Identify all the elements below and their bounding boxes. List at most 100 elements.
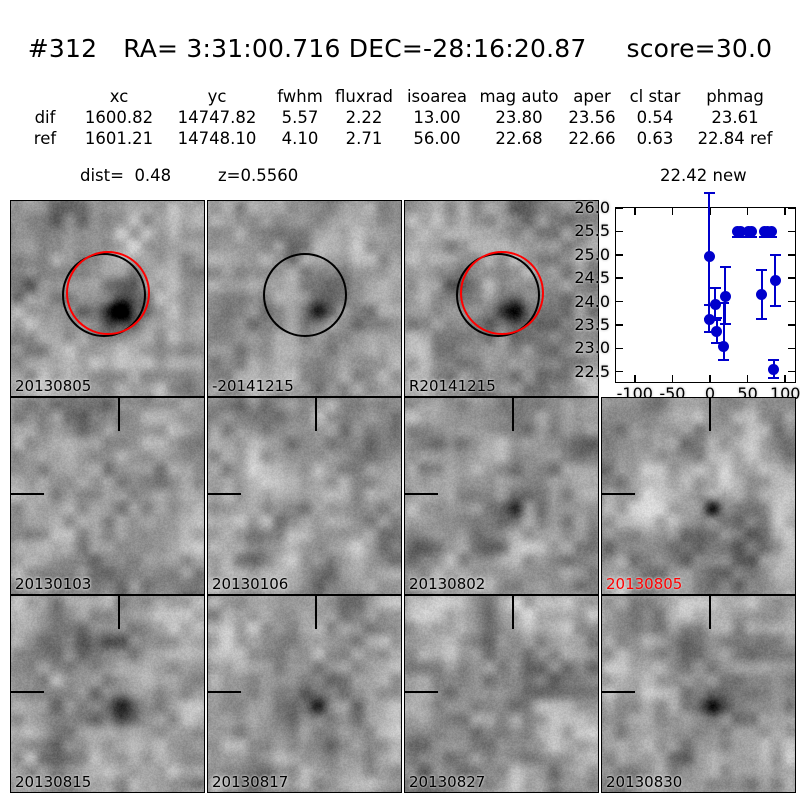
x-axis-tick xyxy=(784,375,786,382)
aperture-circle-red xyxy=(66,251,150,335)
col-fwhm: fwhm xyxy=(277,87,323,106)
y-axis-tick xyxy=(616,254,623,256)
stamp-20130103[interactable]: 20130103 xyxy=(10,397,205,595)
error-bar-cap xyxy=(756,269,768,272)
x-axis-tick-top xyxy=(671,208,674,215)
data-point xyxy=(719,290,731,302)
dif-cl-star: 0.54 xyxy=(636,108,674,127)
y-axis-tick xyxy=(616,207,623,209)
stamp-label: 20130805 xyxy=(606,575,683,593)
col-xc: xc xyxy=(109,87,129,106)
crosshair-tick-horizontal xyxy=(11,691,44,693)
error-bar-cap xyxy=(718,302,730,305)
stamp-20130106[interactable]: 20130106 xyxy=(207,397,402,595)
error-bar-cap xyxy=(768,359,780,362)
data-point xyxy=(756,289,768,301)
row-label-dif: dif xyxy=(34,108,56,127)
data-point xyxy=(769,275,781,287)
stamp-20130805-highlight[interactable]: 20130805 xyxy=(601,397,796,595)
upper-limit-cap xyxy=(735,236,747,239)
y-axis-label: 26.0 xyxy=(574,198,610,217)
score-label: score= xyxy=(626,34,716,63)
stamp-20130817[interactable]: 20130817 xyxy=(207,595,402,793)
crosshair-tick-vertical xyxy=(512,596,514,629)
x-axis-tick-top xyxy=(746,208,749,215)
stamp-label: 20130805 xyxy=(15,377,92,395)
stamp-label: 20130106 xyxy=(212,575,289,593)
error-bar-cap xyxy=(769,253,781,256)
stamp-20130830[interactable]: 20130830 xyxy=(601,595,796,793)
light-curve-panel[interactable]: 22.5 23.0 23.5 24.0 24.5 25.0 25.5 26.0 -100 -50 0… xyxy=(574,192,800,402)
y-axis-tick-right xyxy=(788,207,795,209)
y-axis-label: 25.0 xyxy=(574,244,610,264)
new-mag-value: 22.42 new xyxy=(660,166,747,185)
object-id: #312 xyxy=(27,34,98,63)
col-aper: aper xyxy=(573,87,611,106)
crosshair-tick-vertical xyxy=(315,398,317,431)
y-axis-label: 25.5 xyxy=(574,221,610,241)
ref-isoarea: 56.00 xyxy=(413,129,461,148)
x-axis-tick-top xyxy=(634,208,636,215)
y-axis-tick-right xyxy=(788,324,795,326)
dif-isoarea: 13.00 xyxy=(413,108,461,127)
upper-limit-cap xyxy=(745,236,757,239)
col-mag-auto: mag auto xyxy=(479,87,559,106)
stamp-new-20130805[interactable]: 20130805 xyxy=(10,200,205,397)
error-bar-cap xyxy=(703,192,715,195)
stamp-20130815[interactable]: 20130815 xyxy=(10,595,205,793)
error-bar-cap xyxy=(711,342,723,345)
stamp-ref-20141215[interactable]: -20141215 xyxy=(207,200,402,397)
y-axis-tick xyxy=(616,347,623,350)
error-bar-cap xyxy=(718,358,730,361)
data-point xyxy=(703,313,715,325)
y-axis-label: 23.0 xyxy=(574,338,610,358)
y-axis-tick-right xyxy=(788,230,795,233)
crosshair-tick-horizontal xyxy=(208,493,241,495)
stamp-label: R20141215 xyxy=(409,377,496,395)
redshift-value: z=0.5560 xyxy=(218,166,299,185)
data-point xyxy=(709,298,721,310)
dif-phmag: 23.61 xyxy=(711,108,759,127)
row-label-ref: ref xyxy=(33,129,57,148)
stamp-label: 20130802 xyxy=(409,575,486,593)
data-point xyxy=(703,250,715,262)
stamp-image xyxy=(208,596,401,792)
error-bar-cap xyxy=(703,304,715,307)
stamp-20130802[interactable]: 20130802 xyxy=(404,397,599,595)
ref-aper: 22.66 xyxy=(568,129,616,148)
col-isoarea: isoarea xyxy=(406,87,468,106)
table-row-ref: ref 1601.21 14748.10 4.10 2.71 56.00 22.… xyxy=(17,128,783,149)
dec-value: -28:16:20.87 xyxy=(423,34,587,63)
ref-xc: 1601.21 xyxy=(84,129,154,148)
stamp-image xyxy=(602,398,795,594)
y-axis-tick xyxy=(616,370,623,373)
stamp-label: 20130817 xyxy=(212,773,289,791)
error-bar-cap xyxy=(756,317,768,320)
stats-table: xc yc fwhm fluxrad isoarea mag auto aper… xyxy=(0,86,800,149)
ref-fwhm: 4.10 xyxy=(281,129,319,148)
y-axis-tick xyxy=(616,277,623,279)
table-header-row: xc yc fwhm fluxrad isoarea mag auto aper… xyxy=(17,86,783,107)
crosshair-tick-vertical xyxy=(118,398,120,431)
crosshair-tick-horizontal xyxy=(602,691,635,693)
light-curve-plot[interactable]: 22.5 23.0 23.5 24.0 24.5 25.0 25.5 26.0 -100 -50 0… xyxy=(574,192,800,402)
data-point xyxy=(718,341,730,353)
error-bar-cap xyxy=(719,266,731,269)
stamp-diff-R20141215[interactable]: R20141215 xyxy=(404,200,599,397)
stamp-label: -20141215 xyxy=(212,377,294,395)
page-title: #312 RA= 3:31:00.716 DEC=-28:16:20.87 scor… xyxy=(0,34,800,63)
aperture-circle-black xyxy=(263,253,347,337)
dif-fwhm: 5.57 xyxy=(281,108,319,127)
x-axis-tick xyxy=(634,375,636,382)
error-bar-cap xyxy=(768,376,780,379)
upper-limit-cap xyxy=(766,236,778,239)
ref-cl-star: 0.63 xyxy=(636,129,674,148)
y-axis-label: 24.5 xyxy=(574,268,610,288)
y-axis-label: 22.5 xyxy=(574,361,610,381)
stamp-image xyxy=(11,398,204,594)
ra-label: RA= xyxy=(123,34,179,63)
stamp-label: 20130827 xyxy=(409,773,486,791)
aperture-circle-red xyxy=(460,251,544,335)
stamp-20130827[interactable]: 20130827 xyxy=(404,595,599,793)
